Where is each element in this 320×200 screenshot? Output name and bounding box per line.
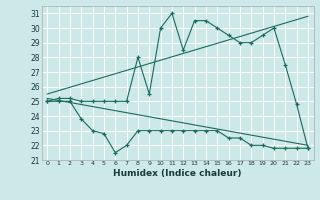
X-axis label: Humidex (Indice chaleur): Humidex (Indice chaleur) — [113, 169, 242, 178]
